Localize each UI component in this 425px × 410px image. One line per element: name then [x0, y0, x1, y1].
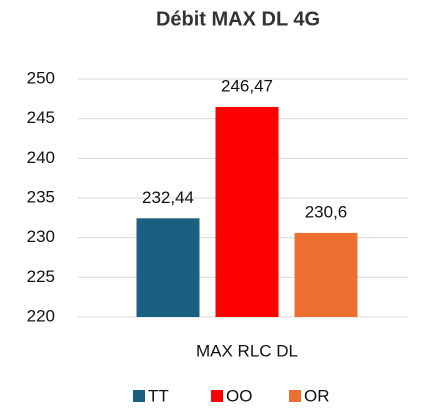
- bar: [215, 107, 279, 317]
- chart-title: Débit MAX DL 4G: [156, 8, 320, 30]
- value-label: 246,47: [221, 76, 273, 95]
- value-label: 230,6: [305, 202, 348, 221]
- x-tick-label: MAX RLC DL: [196, 341, 298, 360]
- legend-swatch: [211, 390, 223, 402]
- y-tick-label: 235: [27, 187, 55, 206]
- y-tick-label: 250: [27, 68, 55, 87]
- bar: [294, 232, 358, 317]
- y-tick-label: 220: [27, 306, 55, 325]
- value-label: 232,44: [142, 188, 194, 207]
- y-tick-label: 230: [27, 227, 55, 246]
- y-tick-label: 240: [27, 148, 55, 167]
- y-tick-label: 245: [27, 108, 55, 127]
- legend-swatch: [133, 390, 145, 402]
- legend-label: TT: [148, 386, 169, 405]
- legend-label: OR: [304, 386, 330, 405]
- legend-label: OO: [226, 386, 252, 405]
- bar: [136, 218, 200, 317]
- y-tick-label: 225: [27, 267, 55, 286]
- legend-swatch: [289, 390, 301, 402]
